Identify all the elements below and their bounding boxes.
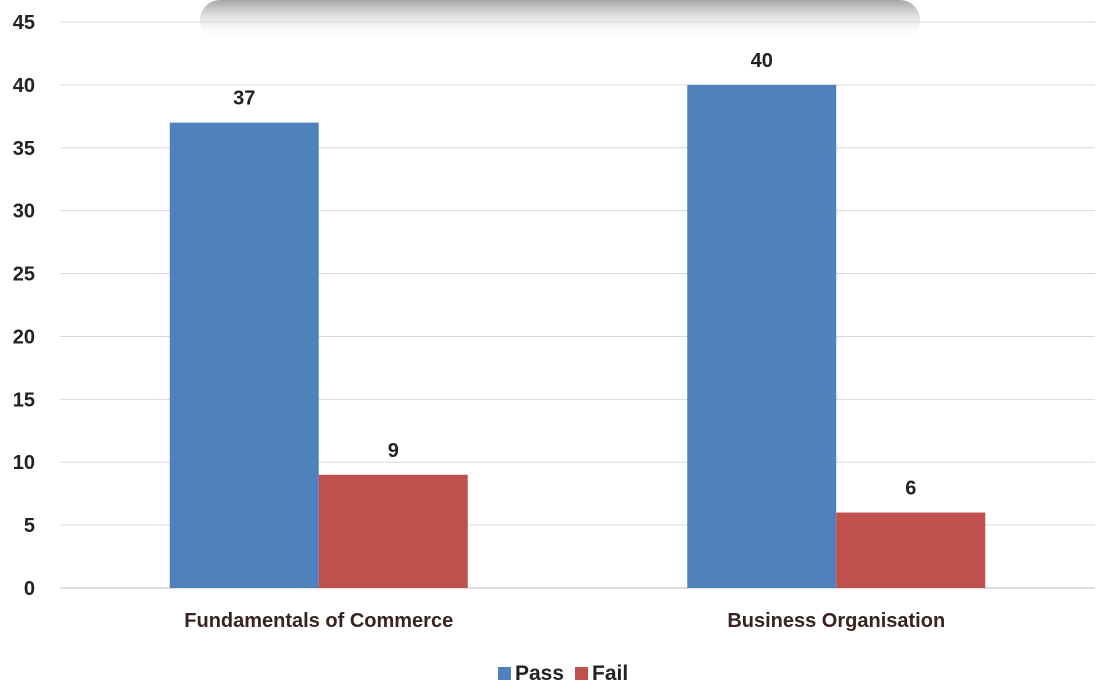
x-tick-label: Business Organisation <box>727 610 945 632</box>
legend-label: Fail <box>592 662 628 685</box>
y-axis: 0 5 10 15 20 25 30 35 40 45 <box>13 12 35 600</box>
bars <box>169 84 986 588</box>
y-tick-label: 5 <box>24 515 35 537</box>
y-tick-label: 15 <box>13 389 35 411</box>
bar-fail <box>318 474 468 588</box>
data-label: 9 <box>388 440 399 462</box>
data-labels: 37 9 40 6 <box>233 50 916 500</box>
legend-swatch-fail <box>575 667 588 680</box>
x-tick-label: Fundamentals of Commerce <box>184 610 453 632</box>
y-tick-label: 45 <box>13 12 35 34</box>
x-axis: Fundamentals of Commerce Business Organis… <box>184 610 945 632</box>
y-tick-label: 30 <box>13 201 35 223</box>
y-tick-label: 0 <box>24 578 35 600</box>
bar-pass <box>687 84 837 588</box>
bar-fail <box>836 512 986 588</box>
legend-label: Pass <box>515 662 564 685</box>
y-tick-label: 20 <box>13 326 35 348</box>
y-tick-label: 40 <box>13 75 35 97</box>
data-label: 40 <box>751 50 773 72</box>
y-tick-label: 35 <box>13 138 35 160</box>
data-label: 6 <box>905 478 916 500</box>
legend-swatch-pass <box>498 667 511 680</box>
data-label: 37 <box>233 88 255 110</box>
y-tick-label: 25 <box>13 264 35 286</box>
bar-pass <box>169 122 319 588</box>
legend: Pass Fail <box>498 662 628 685</box>
y-tick-label: 10 <box>13 452 35 474</box>
header-shadow <box>200 0 920 40</box>
